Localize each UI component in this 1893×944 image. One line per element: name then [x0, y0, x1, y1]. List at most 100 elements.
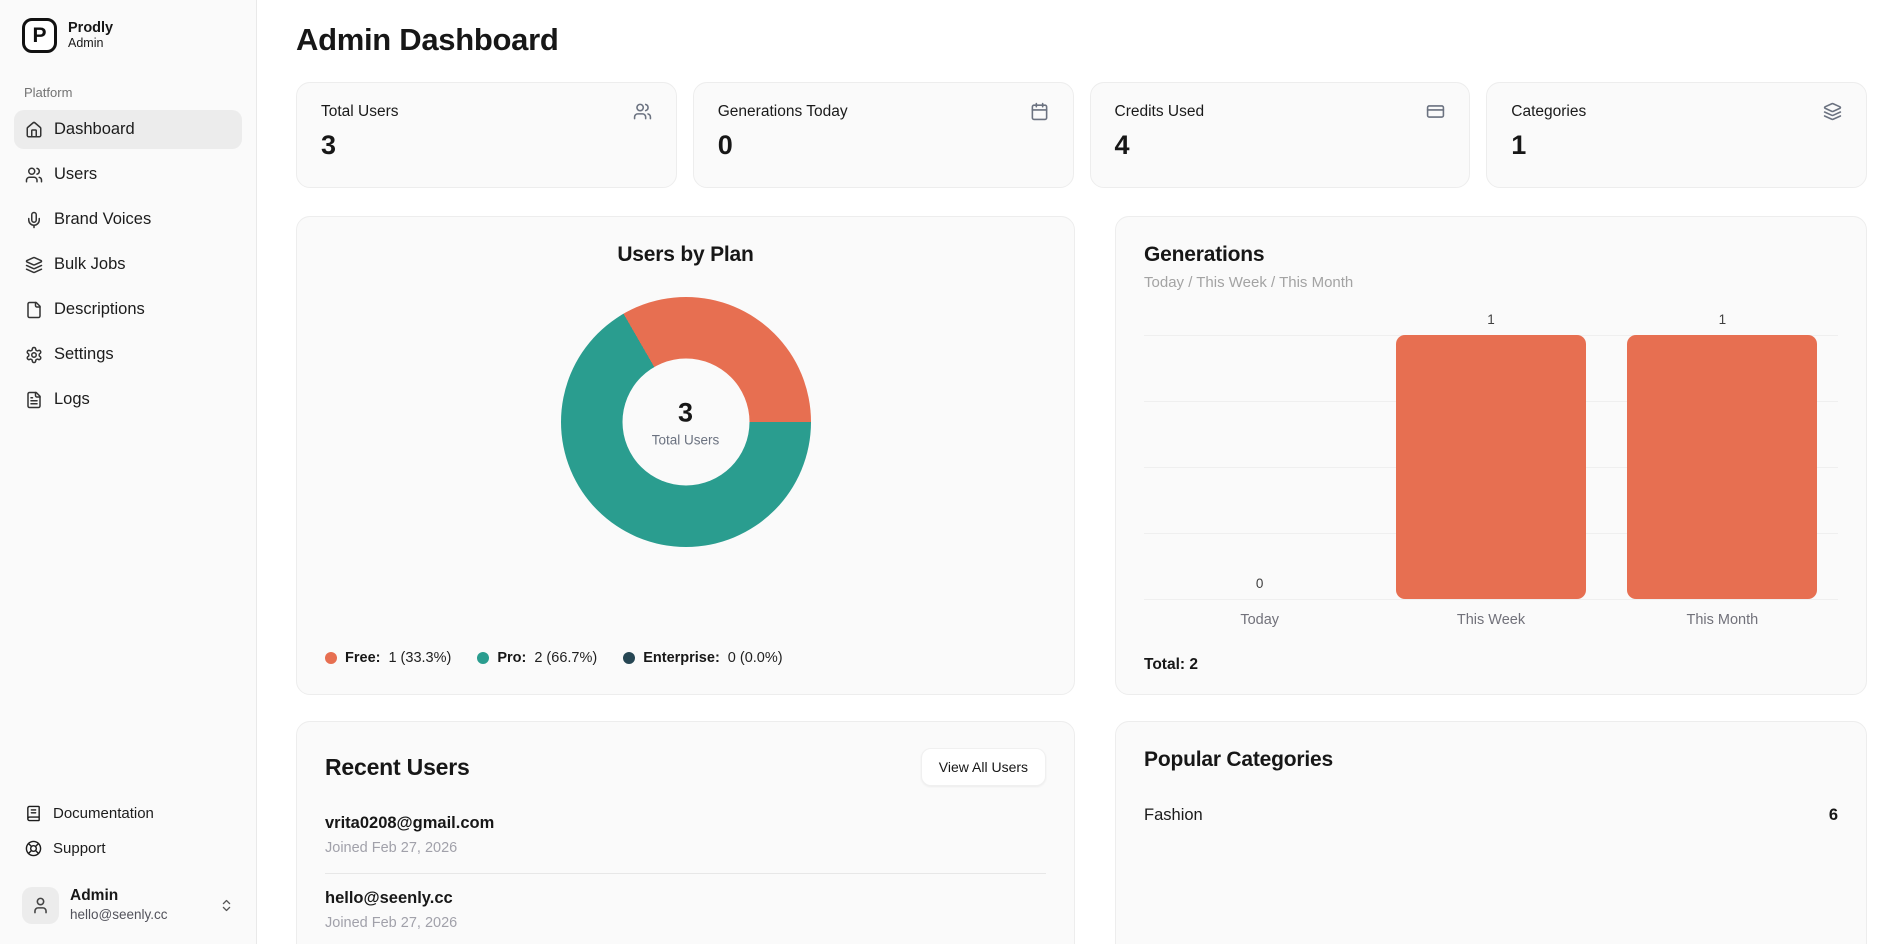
main-content: Admin Dashboard Total Users 3 Generation… [257, 0, 1893, 944]
sidebar-item-documentation[interactable]: Documentation [14, 797, 242, 830]
stat-label: Total Users [321, 102, 399, 120]
sidebar-item-support[interactable]: Support [14, 832, 242, 865]
layers-icon [1823, 102, 1842, 121]
home-icon [25, 121, 43, 139]
x-label-this-week: This Week [1456, 612, 1526, 628]
legend-dot-pro [477, 652, 490, 664]
user-name: Admin [70, 887, 119, 905]
x-label-this-month: This Month [1686, 612, 1759, 628]
sidebar-item-label: Brand Voices [54, 210, 152, 228]
users-by-plan-title: Users by Plan [617, 243, 754, 266]
chevrons-up-down-icon [219, 898, 234, 913]
generations-total: Total: 2 [1144, 656, 1198, 673]
stat-value: 3 [321, 130, 337, 160]
sidebar-item-descriptions[interactable]: Descriptions [14, 290, 242, 329]
legend-value: 1 (33.3%) [388, 650, 452, 666]
legend-key: Enterprise: [643, 650, 720, 666]
recent-user-joined: Joined Feb 27, 2026 [325, 915, 458, 931]
sidebar-item-label: Settings [54, 345, 114, 363]
stat-card-generations-today: Generations Today 0 [692, 82, 1074, 188]
brand-logo-row[interactable]: P Prodly Admin [14, 14, 242, 57]
mic-icon [25, 211, 43, 229]
popular-categories-title: Popular Categories [1144, 748, 1333, 771]
list-item: hello@seenly.cc Joined Feb 27, 2026 [325, 874, 1046, 944]
brand-logo-icon: P [22, 18, 57, 53]
recent-user-joined: Joined Feb 27, 2026 [325, 840, 458, 856]
gear-icon [25, 346, 43, 364]
calendar-icon [1030, 102, 1049, 121]
legend-dot-enterprise [623, 652, 636, 664]
stat-label: Categories [1511, 102, 1587, 120]
sidebar-item-label: Descriptions [54, 300, 145, 318]
sidebar-item-brand-voices[interactable]: Brand Voices [14, 200, 242, 239]
donut-total-label: Total Users [651, 432, 720, 447]
file-text-icon [25, 391, 43, 409]
generations-title: Generations [1144, 243, 1265, 266]
donut-legend: Free: 1 (33.3%) Pro: 2 (66.7%) Enterpris… [325, 650, 1046, 668]
sidebar-item-dashboard[interactable]: Dashboard [14, 110, 242, 149]
stat-value: 1 [1511, 130, 1527, 160]
sidebar-item-logs[interactable]: Logs [14, 380, 242, 419]
recent-users-title: Recent Users [325, 753, 470, 780]
bar-this-week [1396, 335, 1586, 599]
category-name: Fashion [1144, 806, 1203, 824]
sidebar-footer: Documentation Support Admin hello@seenly… [14, 797, 242, 930]
sidebar-section-label: Platform [24, 85, 73, 100]
donut-total-value: 3 [677, 397, 694, 427]
stat-cards-row: Total Users 3 Generations Today 0 Credit… [296, 82, 1867, 188]
generations-subtitle: Today / This Week / This Month [1144, 274, 1354, 291]
list-item: vrita0208@gmail.com Joined Feb 27, 2026 [325, 814, 1047, 874]
legend-item-enterprise: Enterprise: 0 (0.0%) [623, 650, 783, 666]
brand-subtitle: Admin [68, 36, 104, 51]
lists-row: Recent Users View All Users vrita0208@gm… [296, 721, 1867, 944]
users-icon [633, 102, 652, 121]
popular-categories-card: Popular Categories Fashion 6 [1115, 721, 1867, 944]
sidebar-item-label: Dashboard [54, 120, 135, 138]
legend-item-free: Free: 1 (33.3%) [325, 650, 451, 666]
legend-dot-free [325, 652, 337, 664]
bar-slot-this-month: 1 [1607, 312, 1838, 599]
legend-value: 2 (66.7%) [534, 650, 598, 666]
stat-value: 4 [1114, 130, 1130, 160]
stat-value: 0 [717, 130, 733, 160]
legend-key: Pro: [497, 650, 527, 666]
sidebar-item-label: Users [54, 165, 98, 183]
bar-this-month [1627, 335, 1818, 599]
recent-user-email: hello@seenly.cc [325, 889, 453, 907]
legend-item-pro: Pro: 2 (66.7%) [477, 650, 597, 666]
generations-bar-chart: 0 1 1 Today T [1144, 312, 1838, 628]
stat-card-credits-used: Credits Used 4 [1089, 82, 1471, 188]
sidebar-item-settings[interactable]: Settings [14, 335, 242, 374]
recent-users-list: vrita0208@gmail.com Joined Feb 27, 2026 … [325, 814, 1047, 944]
list-item: Fashion 6 [1144, 806, 1838, 825]
sidebar-item-label: Logs [54, 390, 90, 408]
x-label-today: Today [1240, 612, 1280, 628]
donut-center: 3 Total Users [622, 358, 749, 486]
bar-slot-this-week: 1 [1375, 312, 1606, 599]
brand-name: Prodly [68, 19, 114, 36]
user-email: hello@seenly.cc [70, 907, 168, 923]
bar-value-label: 1 [1718, 312, 1727, 327]
sidebar-item-bulk-jobs[interactable]: Bulk Jobs [14, 245, 242, 284]
generations-card: Generations Today / This Week / This Mon… [1115, 216, 1867, 695]
users-icon [25, 166, 43, 184]
life-buoy-icon [25, 840, 42, 857]
file-icon [25, 301, 43, 319]
stat-card-categories: Categories 1 [1486, 82, 1867, 188]
recent-user-email: vrita0208@gmail.com [325, 814, 495, 832]
sidebar-user-menu[interactable]: Admin hello@seenly.cc [14, 881, 242, 930]
bar-slot-today: 0 [1144, 335, 1375, 599]
stat-label: Generations Today [717, 102, 848, 120]
bar-value-label: 1 [1487, 312, 1495, 327]
sidebar-nav: Dashboard Users Brand Voices Bulk Jobs D… [14, 110, 242, 419]
sidebar-item-label: Bulk Jobs [54, 255, 126, 273]
charts-row: Users by Plan 3 Total Users Free: 1 (33.… [296, 216, 1867, 695]
sidebar: P Prodly Admin Platform Dashboard Users … [0, 0, 257, 944]
view-all-users-button[interactable]: View All Users [920, 748, 1047, 786]
sidebar-item-label: Support [53, 840, 106, 857]
bar-x-axis-labels: Today This Week This Month [1144, 612, 1838, 628]
sidebar-item-users[interactable]: Users [14, 155, 242, 194]
legend-value: 0 (0.0%) [727, 650, 783, 666]
category-count: 6 [1828, 806, 1838, 824]
recent-users-card: Recent Users View All Users vrita0208@gm… [296, 721, 1076, 944]
